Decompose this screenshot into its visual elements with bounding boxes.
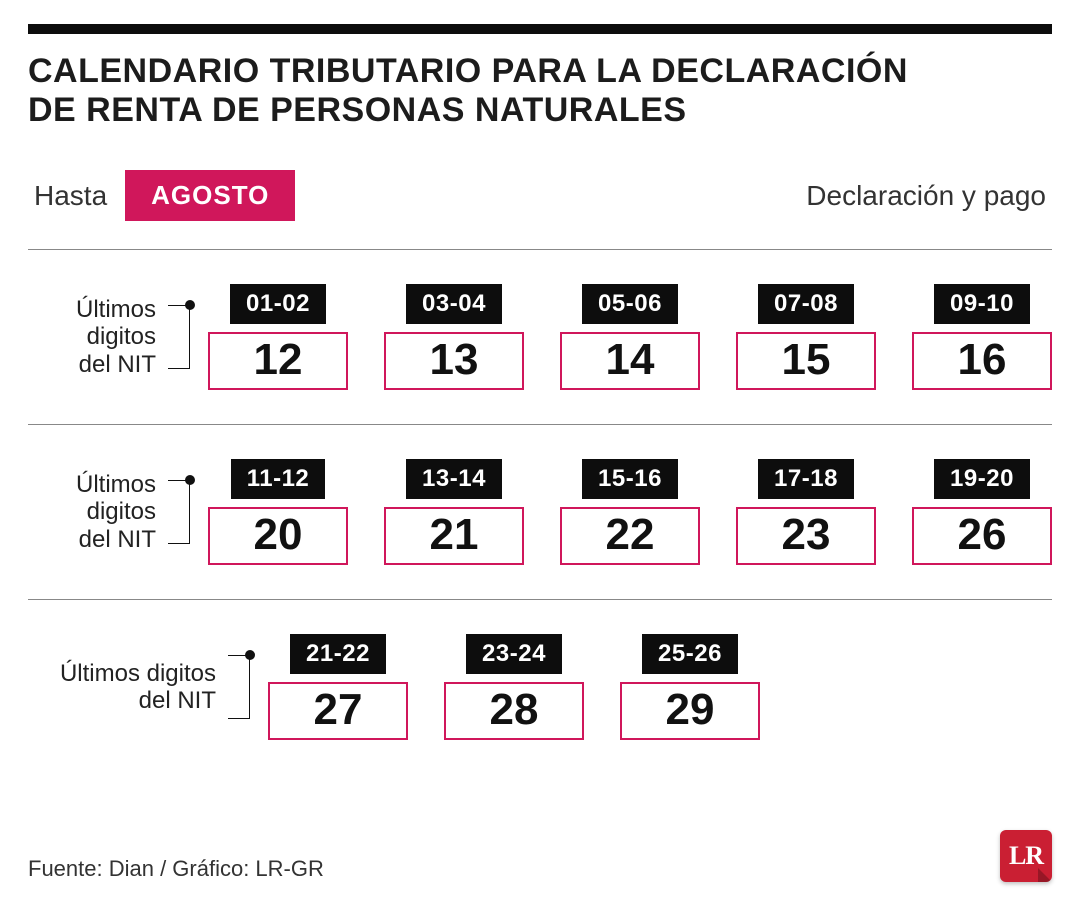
date-value: 13 xyxy=(384,332,524,390)
cells-group: 11-12 20 13-14 21 15-16 22 17-18 23 19-20 26 xyxy=(168,459,1052,565)
nit-range-tag: 23-24 xyxy=(466,634,562,674)
source-text: Fuente: Dian / Gráfico: LR-GR xyxy=(28,856,324,882)
calendar-cell: 25-26 29 xyxy=(620,634,760,740)
nit-range-tag: 19-20 xyxy=(934,459,1030,499)
date-value: 12 xyxy=(208,332,348,390)
title-line-1: CALENDARIO TRIBUTARIO PARA LA DECLARACIÓ… xyxy=(28,52,908,90)
calendar-cell: 09-10 16 xyxy=(912,284,1052,390)
calendar-cell: 17-18 23 xyxy=(736,459,876,565)
lr-logo: LR xyxy=(1000,830,1052,882)
top-bar xyxy=(28,24,1052,34)
nit-range-tag: 11-12 xyxy=(231,459,326,499)
nit-label-line-2: del NIT xyxy=(28,687,216,715)
footer: Fuente: Dian / Gráfico: LR-GR LR xyxy=(28,830,1052,882)
page-title: CALENDARIO TRIBUTARIO PARA LA DECLARACIÓ… xyxy=(28,52,1052,130)
nit-label-line-1: Últimos digitos xyxy=(28,471,156,526)
cells-group: 01-02 12 03-04 13 05-06 14 07-08 15 09-10 16 xyxy=(168,284,1052,390)
header-row: Hasta AGOSTO Declaración y pago xyxy=(28,170,1052,221)
calendar-row: Últimos digitosdel NIT 21-22 27 23-24 28 25-2… xyxy=(28,599,1052,774)
nit-label: Últimos digitosdel NIT xyxy=(28,296,168,379)
row-inner: Últimos digitosdel NIT 11-12 20 13-14 21 15-1… xyxy=(28,459,1052,565)
calendar-cell: 07-08 15 xyxy=(736,284,876,390)
date-value: 28 xyxy=(444,682,584,740)
calendar-cell: 15-16 22 xyxy=(560,459,700,565)
date-value: 27 xyxy=(268,682,408,740)
calendar-cell: 13-14 21 xyxy=(384,459,524,565)
date-value: 14 xyxy=(560,332,700,390)
date-value: 16 xyxy=(912,332,1052,390)
date-value: 29 xyxy=(620,682,760,740)
calendar-row: Últimos digitosdel NIT 01-02 12 03-04 13 05-0… xyxy=(28,249,1052,424)
date-value: 23 xyxy=(736,507,876,565)
nit-range-tag: 05-06 xyxy=(582,284,678,324)
calendar-cell: 23-24 28 xyxy=(444,634,584,740)
nit-range-tag: 07-08 xyxy=(758,284,854,324)
cells-group: 21-22 27 23-24 28 25-26 29 xyxy=(228,634,1052,740)
title-line-2: DE RENTA DE PERSONAS NATURALES xyxy=(28,91,687,129)
nit-label-line-2: del NIT xyxy=(28,526,156,554)
nit-range-tag: 21-22 xyxy=(290,634,386,674)
calendar-sections: Últimos digitosdel NIT01-021203-041305-0… xyxy=(28,249,1052,774)
bracket-icon xyxy=(228,655,250,719)
nit-label: Últimos digitosdel NIT xyxy=(28,471,168,554)
nit-range-tag: 13-14 xyxy=(406,459,502,499)
logo-fold-icon xyxy=(1038,868,1052,882)
calendar-cell: 19-20 26 xyxy=(912,459,1052,565)
nit-label: Últimos digitosdel NIT xyxy=(28,660,228,715)
calendar-row: Últimos digitosdel NIT 11-12 20 13-14 21 15-1… xyxy=(28,424,1052,599)
date-value: 21 xyxy=(384,507,524,565)
date-value: 20 xyxy=(208,507,348,565)
date-value: 26 xyxy=(912,507,1052,565)
nit-range-tag: 09-10 xyxy=(934,284,1030,324)
nit-range-tag: 15-16 xyxy=(582,459,678,499)
lr-logo-text: LR xyxy=(1009,841,1043,871)
bracket-icon xyxy=(168,480,190,544)
bracket-icon xyxy=(168,305,190,369)
month-badge: AGOSTO xyxy=(125,170,295,221)
date-value: 15 xyxy=(736,332,876,390)
nit-range-tag: 17-18 xyxy=(758,459,854,499)
nit-range-tag: 03-04 xyxy=(406,284,502,324)
row-inner: Últimos digitosdel NIT 01-02 12 03-04 13 05-0… xyxy=(28,284,1052,390)
header-left: Hasta AGOSTO xyxy=(34,170,295,221)
hasta-label: Hasta xyxy=(34,180,107,212)
nit-label-line-2: del NIT xyxy=(28,351,156,379)
date-value: 22 xyxy=(560,507,700,565)
nit-range-tag: 25-26 xyxy=(642,634,738,674)
nit-range-tag: 01-02 xyxy=(230,284,326,324)
row-inner: Últimos digitosdel NIT 21-22 27 23-24 28 25-2… xyxy=(28,634,1052,740)
nit-label-line-1: Últimos digitos xyxy=(28,660,216,688)
calendar-cell: 01-02 12 xyxy=(208,284,348,390)
nit-label-line-1: Últimos digitos xyxy=(28,296,156,351)
calendar-cell: 05-06 14 xyxy=(560,284,700,390)
calendar-cell: 11-12 20 xyxy=(208,459,348,565)
calendar-cell: 03-04 13 xyxy=(384,284,524,390)
declaration-label: Declaración y pago xyxy=(806,180,1046,212)
calendar-cell: 21-22 27 xyxy=(268,634,408,740)
